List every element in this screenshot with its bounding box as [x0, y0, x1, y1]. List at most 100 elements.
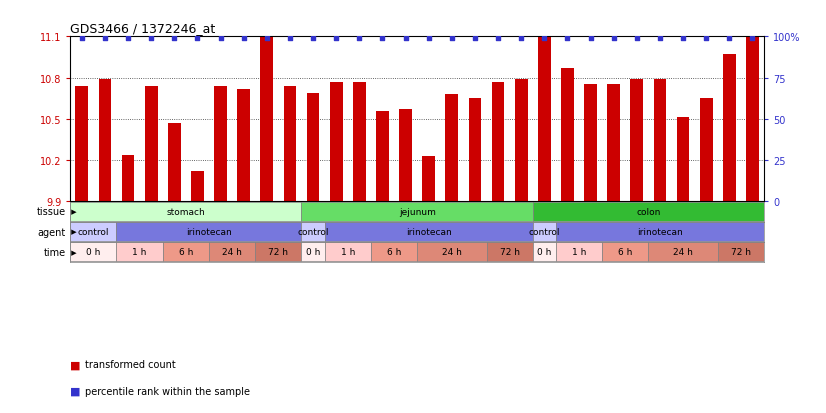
Point	[168, 36, 181, 42]
Point	[214, 36, 227, 42]
Bar	[630, 80, 643, 202]
Text: irinotecan: irinotecan	[186, 228, 232, 237]
Point	[260, 36, 273, 42]
Text: agent: agent	[38, 227, 66, 237]
Text: percentile rank within the sample: percentile rank within the sample	[85, 386, 250, 396]
Point	[191, 36, 204, 42]
Bar	[376, 111, 389, 202]
Bar	[301, 242, 325, 262]
Point	[445, 36, 458, 42]
Bar	[561, 69, 574, 202]
Bar	[70, 202, 301, 222]
Bar	[533, 202, 764, 222]
Point	[75, 36, 88, 42]
Bar	[214, 87, 227, 202]
Point	[561, 36, 574, 42]
Point	[283, 36, 297, 42]
Text: control: control	[529, 228, 560, 237]
Bar	[301, 202, 533, 222]
Bar	[648, 242, 718, 262]
Bar	[468, 99, 482, 202]
Bar	[209, 242, 255, 262]
Text: 6 h: 6 h	[387, 248, 401, 256]
Point	[630, 36, 643, 42]
Bar	[283, 87, 297, 202]
Point	[422, 36, 435, 42]
Bar	[301, 222, 325, 242]
Point	[491, 36, 505, 42]
Point	[607, 36, 620, 42]
Bar	[417, 242, 487, 262]
Bar	[353, 83, 366, 202]
Bar	[145, 87, 158, 202]
Point	[330, 36, 343, 42]
Bar	[325, 222, 533, 242]
Bar	[237, 89, 250, 202]
Text: ▶: ▶	[69, 249, 76, 255]
Bar	[445, 95, 458, 202]
Text: stomach: stomach	[167, 207, 205, 216]
Bar	[306, 93, 320, 202]
Bar	[168, 123, 181, 202]
Text: 0 h: 0 h	[306, 248, 320, 256]
Point	[121, 36, 135, 42]
Bar	[723, 55, 736, 202]
Bar	[325, 242, 371, 262]
Bar	[422, 157, 435, 202]
Bar	[584, 85, 597, 202]
Point	[723, 36, 736, 42]
Bar	[121, 155, 135, 202]
Text: GDS3466 / 1372246_at: GDS3466 / 1372246_at	[70, 21, 216, 35]
Point	[306, 36, 320, 42]
Text: 72 h: 72 h	[500, 248, 520, 256]
Text: tissue: tissue	[37, 207, 66, 217]
Point	[746, 36, 759, 42]
Text: time: time	[44, 247, 66, 257]
Text: jejunum: jejunum	[399, 207, 435, 216]
Text: ■: ■	[70, 359, 84, 369]
Bar	[255, 242, 301, 262]
Text: 72 h: 72 h	[268, 248, 288, 256]
Bar	[371, 242, 417, 262]
Text: irinotecan: irinotecan	[406, 228, 452, 237]
Point	[538, 36, 551, 42]
Text: 1 h: 1 h	[572, 248, 586, 256]
Point	[145, 36, 158, 42]
Point	[376, 36, 389, 42]
Bar	[70, 222, 116, 242]
Bar	[487, 242, 533, 262]
Text: control: control	[297, 228, 329, 237]
Bar	[700, 99, 713, 202]
Text: irinotecan: irinotecan	[637, 228, 683, 237]
Bar	[491, 83, 505, 202]
Point	[98, 36, 112, 42]
Bar	[538, 37, 551, 202]
Point	[653, 36, 667, 42]
Point	[584, 36, 597, 42]
Bar	[75, 87, 88, 202]
Bar	[533, 222, 556, 242]
Point	[700, 36, 713, 42]
Text: 72 h: 72 h	[731, 248, 751, 256]
Point	[515, 36, 528, 42]
Bar	[602, 242, 648, 262]
Bar	[163, 242, 209, 262]
Bar	[746, 37, 759, 202]
Point	[353, 36, 366, 42]
Bar	[653, 80, 667, 202]
Bar	[556, 222, 764, 242]
Bar	[676, 118, 690, 202]
Text: transformed count: transformed count	[85, 359, 176, 369]
Bar	[330, 83, 343, 202]
Text: 6 h: 6 h	[178, 248, 193, 256]
Bar	[607, 85, 620, 202]
Text: 24 h: 24 h	[673, 248, 693, 256]
Text: 24 h: 24 h	[222, 248, 242, 256]
Point	[237, 36, 250, 42]
Text: 0 h: 0 h	[537, 248, 552, 256]
Point	[676, 36, 690, 42]
Text: 1 h: 1 h	[132, 248, 147, 256]
Point	[468, 36, 482, 42]
Text: 1 h: 1 h	[340, 248, 355, 256]
Text: ▶: ▶	[69, 229, 76, 235]
